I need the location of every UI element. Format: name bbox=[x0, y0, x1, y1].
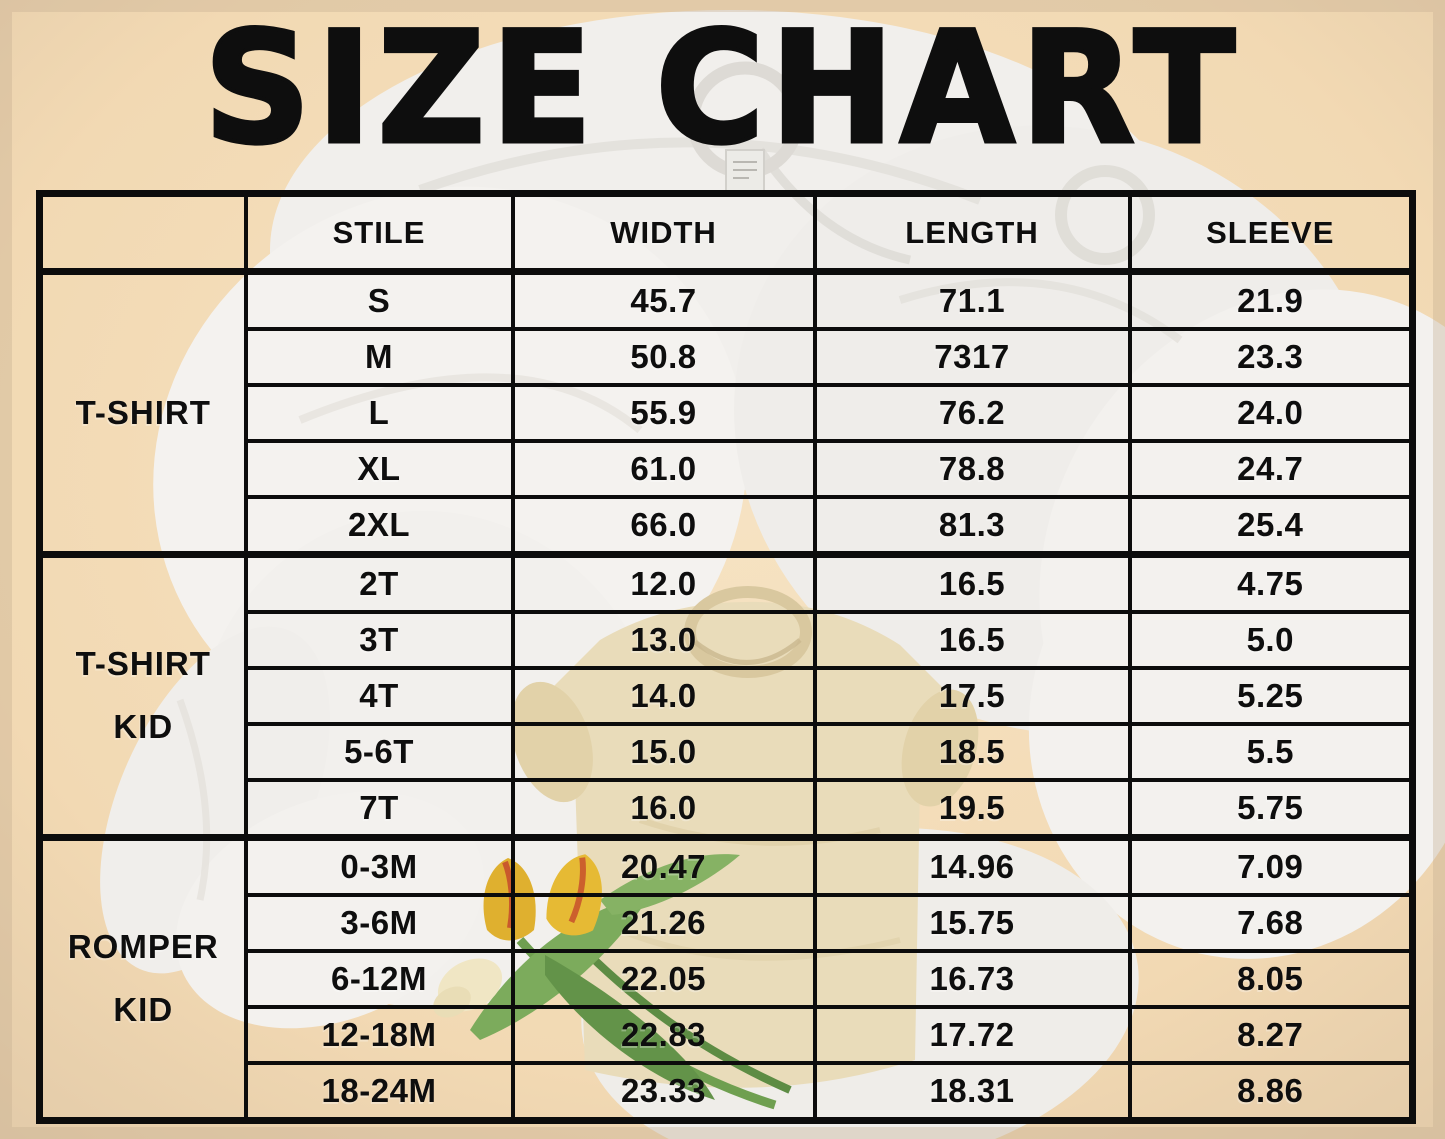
cell-length: 17.72 bbox=[812, 1005, 1132, 1065]
cell-width: 23.33 bbox=[510, 1061, 817, 1123]
cell-width: 20.47 bbox=[510, 834, 817, 897]
cell-sleeve: 24.0 bbox=[1127, 383, 1415, 443]
cell-width: 12.0 bbox=[510, 551, 817, 614]
cell-sleeve: 5.25 bbox=[1127, 666, 1415, 726]
cell-width: 15.0 bbox=[510, 722, 817, 782]
cell-width: 21.26 bbox=[510, 893, 817, 953]
cell-width: 22.05 bbox=[510, 949, 817, 1009]
cell-sleeve: 24.7 bbox=[1127, 439, 1415, 499]
cell-sleeve: 8.86 bbox=[1127, 1061, 1415, 1123]
cell-sleeve: 23.3 bbox=[1127, 327, 1415, 387]
cell-width: 66.0 bbox=[510, 495, 817, 557]
cell-sleeve: 7.09 bbox=[1127, 834, 1415, 897]
cell-stile: L bbox=[243, 383, 515, 443]
cell-width: 13.0 bbox=[510, 610, 817, 670]
cell-stile: 3T bbox=[243, 610, 515, 670]
cell-stile: XL bbox=[243, 439, 515, 499]
cell-sleeve: 21.9 bbox=[1127, 268, 1415, 331]
cell-length: 17.5 bbox=[812, 666, 1132, 726]
cell-sleeve: 8.27 bbox=[1127, 1005, 1415, 1065]
cell-sleeve: 25.4 bbox=[1127, 495, 1415, 557]
group-label-tshirt: T-SHIRT bbox=[37, 268, 248, 557]
table-row: 4T 14.0 17.5 5.25 bbox=[40, 666, 1415, 726]
cell-length: 18.31 bbox=[812, 1061, 1132, 1123]
cell-stile: 2XL bbox=[243, 495, 515, 557]
cell-stile: 4T bbox=[243, 666, 515, 726]
cell-length: 16.73 bbox=[812, 949, 1132, 1009]
cell-stile: 0-3M bbox=[243, 834, 515, 897]
cell-width: 45.7 bbox=[510, 268, 817, 331]
cell-stile: 12-18M bbox=[243, 1005, 515, 1065]
cell-length: 16.5 bbox=[812, 610, 1132, 670]
table-row: 3-6M 21.26 15.75 7.68 bbox=[40, 893, 1415, 953]
table-row: 7T 16.0 19.5 5.75 bbox=[40, 778, 1415, 840]
page-title: SIZE CHART bbox=[202, 0, 1241, 178]
cell-width: 16.0 bbox=[510, 778, 817, 840]
cell-length: 81.3 bbox=[812, 495, 1132, 557]
table-row: 3T 13.0 16.5 5.0 bbox=[40, 610, 1415, 670]
cell-width: 55.9 bbox=[510, 383, 817, 443]
cell-width: 14.0 bbox=[510, 666, 817, 726]
table-row: T-SHIRT KID 2T 12.0 16.5 4.75 bbox=[37, 551, 1415, 840]
care-label bbox=[725, 149, 765, 195]
cell-length: 18.5 bbox=[812, 722, 1132, 782]
table-row: 18-24M 23.33 18.31 8.86 bbox=[40, 1061, 1415, 1123]
cell-stile: 3-6M bbox=[243, 893, 515, 953]
table-row: M 50.8 7317 23.3 bbox=[40, 327, 1415, 387]
cell-length: 76.2 bbox=[812, 383, 1132, 443]
table-row: ROMPER KID 0-3M 20.47 14.96 7.09 bbox=[37, 834, 1415, 1123]
cell-width: 61.0 bbox=[510, 439, 817, 499]
cell-length: 16.5 bbox=[812, 551, 1132, 614]
table-row: 6-12M 22.05 16.73 8.05 bbox=[40, 949, 1415, 1009]
cell-stile: 7T bbox=[243, 778, 515, 840]
col-header-length: LENGTH bbox=[812, 191, 1132, 275]
table-row: XL 61.0 78.8 24.7 bbox=[40, 439, 1415, 499]
cell-length: 15.75 bbox=[812, 893, 1132, 953]
cell-sleeve: 7.68 bbox=[1127, 893, 1415, 953]
cell-sleeve: 5.5 bbox=[1127, 722, 1415, 782]
cell-width: 50.8 bbox=[510, 327, 817, 387]
cell-length: 78.8 bbox=[812, 439, 1132, 499]
header-row: STILE WIDTH LENGTH SLEEVE bbox=[37, 191, 1415, 275]
cell-length: 19.5 bbox=[812, 778, 1132, 840]
group-label-tshirt-kid: T-SHIRT KID bbox=[37, 551, 248, 840]
cell-stile: 5-6T bbox=[243, 722, 515, 782]
cell-sleeve: 4.75 bbox=[1127, 551, 1415, 614]
table-row: 5-6T 15.0 18.5 5.5 bbox=[40, 722, 1415, 782]
cell-sleeve: 5.0 bbox=[1127, 610, 1415, 670]
cell-stile: M bbox=[243, 327, 515, 387]
col-header-sleeve: SLEEVE bbox=[1127, 191, 1415, 275]
cell-sleeve: 8.05 bbox=[1127, 949, 1415, 1009]
table-row: L 55.9 76.2 24.0 bbox=[40, 383, 1415, 443]
cell-stile: 6-12M bbox=[243, 949, 515, 1009]
cell-stile: S bbox=[243, 268, 515, 331]
col-header-stile: STILE bbox=[243, 191, 515, 275]
table-row: 2XL 66.0 81.3 25.4 bbox=[40, 495, 1415, 557]
cell-stile: 18-24M bbox=[243, 1061, 515, 1123]
table-row: T-SHIRT S 45.7 71.1 21.9 bbox=[37, 268, 1415, 557]
cell-length: 7317 bbox=[812, 327, 1132, 387]
cell-width: 22.83 bbox=[510, 1005, 817, 1065]
table-row: 12-18M 22.83 17.72 8.27 bbox=[40, 1005, 1415, 1065]
cell-length: 71.1 bbox=[812, 268, 1132, 331]
cell-sleeve: 5.75 bbox=[1127, 778, 1415, 840]
cell-stile: 2T bbox=[243, 551, 515, 614]
col-header-width: WIDTH bbox=[510, 191, 817, 275]
group-label-romper-kid: ROMPER KID bbox=[37, 834, 248, 1123]
col-header-category bbox=[37, 191, 248, 275]
size-table: STILE WIDTH LENGTH SLEEVE T-SHIRT S 45.7… bbox=[36, 190, 1416, 1124]
cell-length: 14.96 bbox=[812, 834, 1132, 897]
